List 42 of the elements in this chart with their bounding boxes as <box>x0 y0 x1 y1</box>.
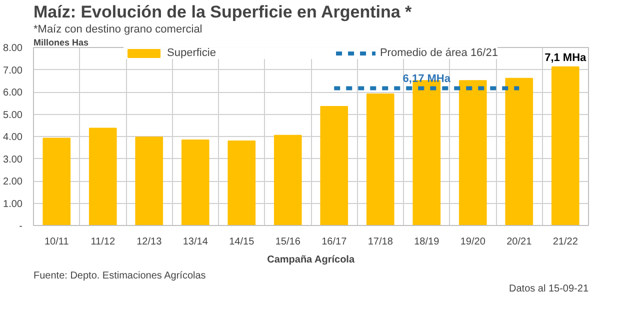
y-tick-label: 4.00 <box>3 132 23 143</box>
x-tick-label: 16/17 <box>322 236 348 248</box>
source-note: Fuente: Depto. Estimaciones Agrícolas <box>34 270 206 282</box>
bar <box>88 128 117 226</box>
y-tick-label: 2.00 <box>3 176 23 188</box>
x-tick-label: 20/21 <box>506 236 532 248</box>
bar <box>551 66 580 226</box>
y-tick-label: 1.00 <box>3 198 23 210</box>
y-tick-label: - <box>19 221 23 232</box>
legend-label: Promedio de área 16/21 <box>380 47 498 59</box>
x-tick-label: 12/13 <box>136 236 162 248</box>
bar <box>320 106 348 226</box>
chart-title: Maíz: Evolución de la Superficie en Argentina * <box>34 2 412 22</box>
x-axis-title: Campaña Agrícola <box>267 254 355 266</box>
y-axis-title: Millones Has <box>34 38 89 48</box>
x-tick-label: 15/16 <box>275 236 301 248</box>
x-tick-label: 10/11 <box>44 236 70 248</box>
y-tick-label: 3.00 <box>3 154 23 166</box>
chart-subtitle: *Maíz con destino grano comercial <box>34 24 202 36</box>
legend-label: Superficie <box>167 47 216 59</box>
y-tick-label: 7.00 <box>3 65 23 76</box>
bar <box>274 134 302 226</box>
x-tick-label: 19/20 <box>460 236 486 248</box>
bar <box>505 78 534 226</box>
annotation: 6,17 MHa <box>402 73 452 86</box>
text: Datos al 15-09-21 <box>509 284 589 294</box>
bar <box>228 140 256 226</box>
bar <box>135 136 164 226</box>
annotation: 7,1 MHa <box>544 52 588 64</box>
y-tick-label: 6.00 <box>3 88 23 98</box>
x-tick-label: 14/15 <box>229 236 255 248</box>
x-tick-label: 11/12 <box>90 236 116 248</box>
y-tick-label: 5.00 <box>3 110 23 121</box>
x-tick-label: 17/18 <box>368 236 394 248</box>
x-tick-label: 21/22 <box>552 236 578 248</box>
bar <box>181 140 210 226</box>
bar <box>42 138 71 226</box>
y-tick-label: 8.00 <box>3 43 23 54</box>
x-tick-label: 18/19 <box>414 236 440 248</box>
bar <box>366 94 394 226</box>
x-tick-label: 13/14 <box>182 236 208 248</box>
bar <box>458 80 487 226</box>
